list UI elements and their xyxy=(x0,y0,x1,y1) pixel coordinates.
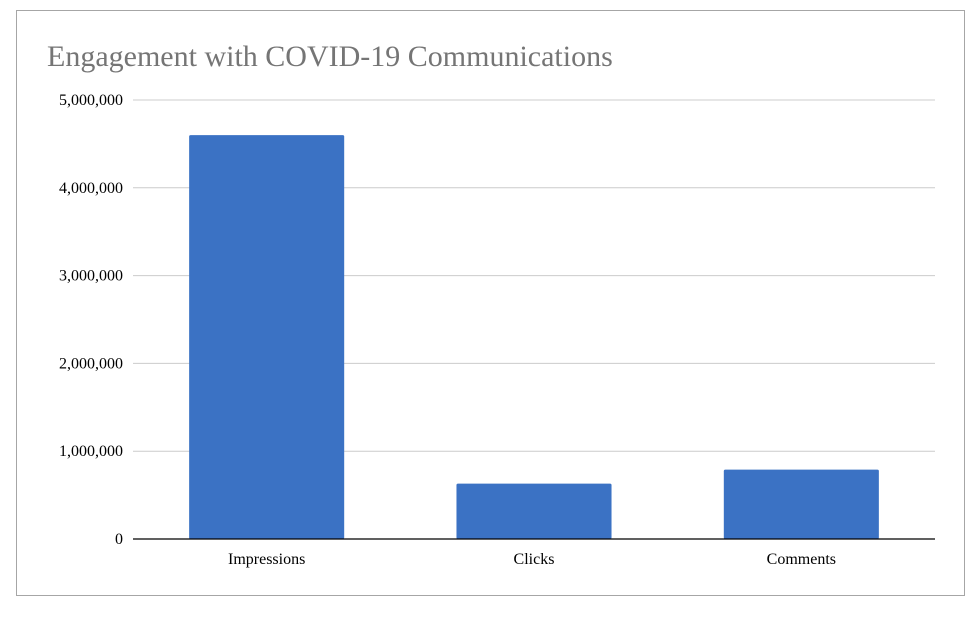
y-tick-label: 3,000,000 xyxy=(59,268,123,285)
x-tick-label: Clicks xyxy=(514,551,555,568)
bars xyxy=(189,135,879,539)
y-tick-label: 4,000,000 xyxy=(59,180,123,197)
x-axis-tick-labels: Impressions Clicks Comments xyxy=(228,551,836,568)
y-tick-label: 1,000,000 xyxy=(59,443,123,460)
bar-comments xyxy=(723,469,879,539)
y-tick-label: 0 xyxy=(115,531,123,548)
y-axis-tick-labels: 0 1,000,000 2,000,000 3,000,000 4,000,000 5,0… xyxy=(59,92,123,548)
bar-impressions xyxy=(189,135,345,539)
y-tick-label: 5,000,000 xyxy=(59,92,123,109)
y-tick-label: 2,000,000 xyxy=(59,355,123,372)
chart-title: Engagement with COVID-19 Communications xyxy=(47,40,613,73)
x-tick-label: Impressions xyxy=(228,551,305,568)
bar-clicks xyxy=(456,483,612,539)
x-tick-label: Comments xyxy=(767,551,836,568)
